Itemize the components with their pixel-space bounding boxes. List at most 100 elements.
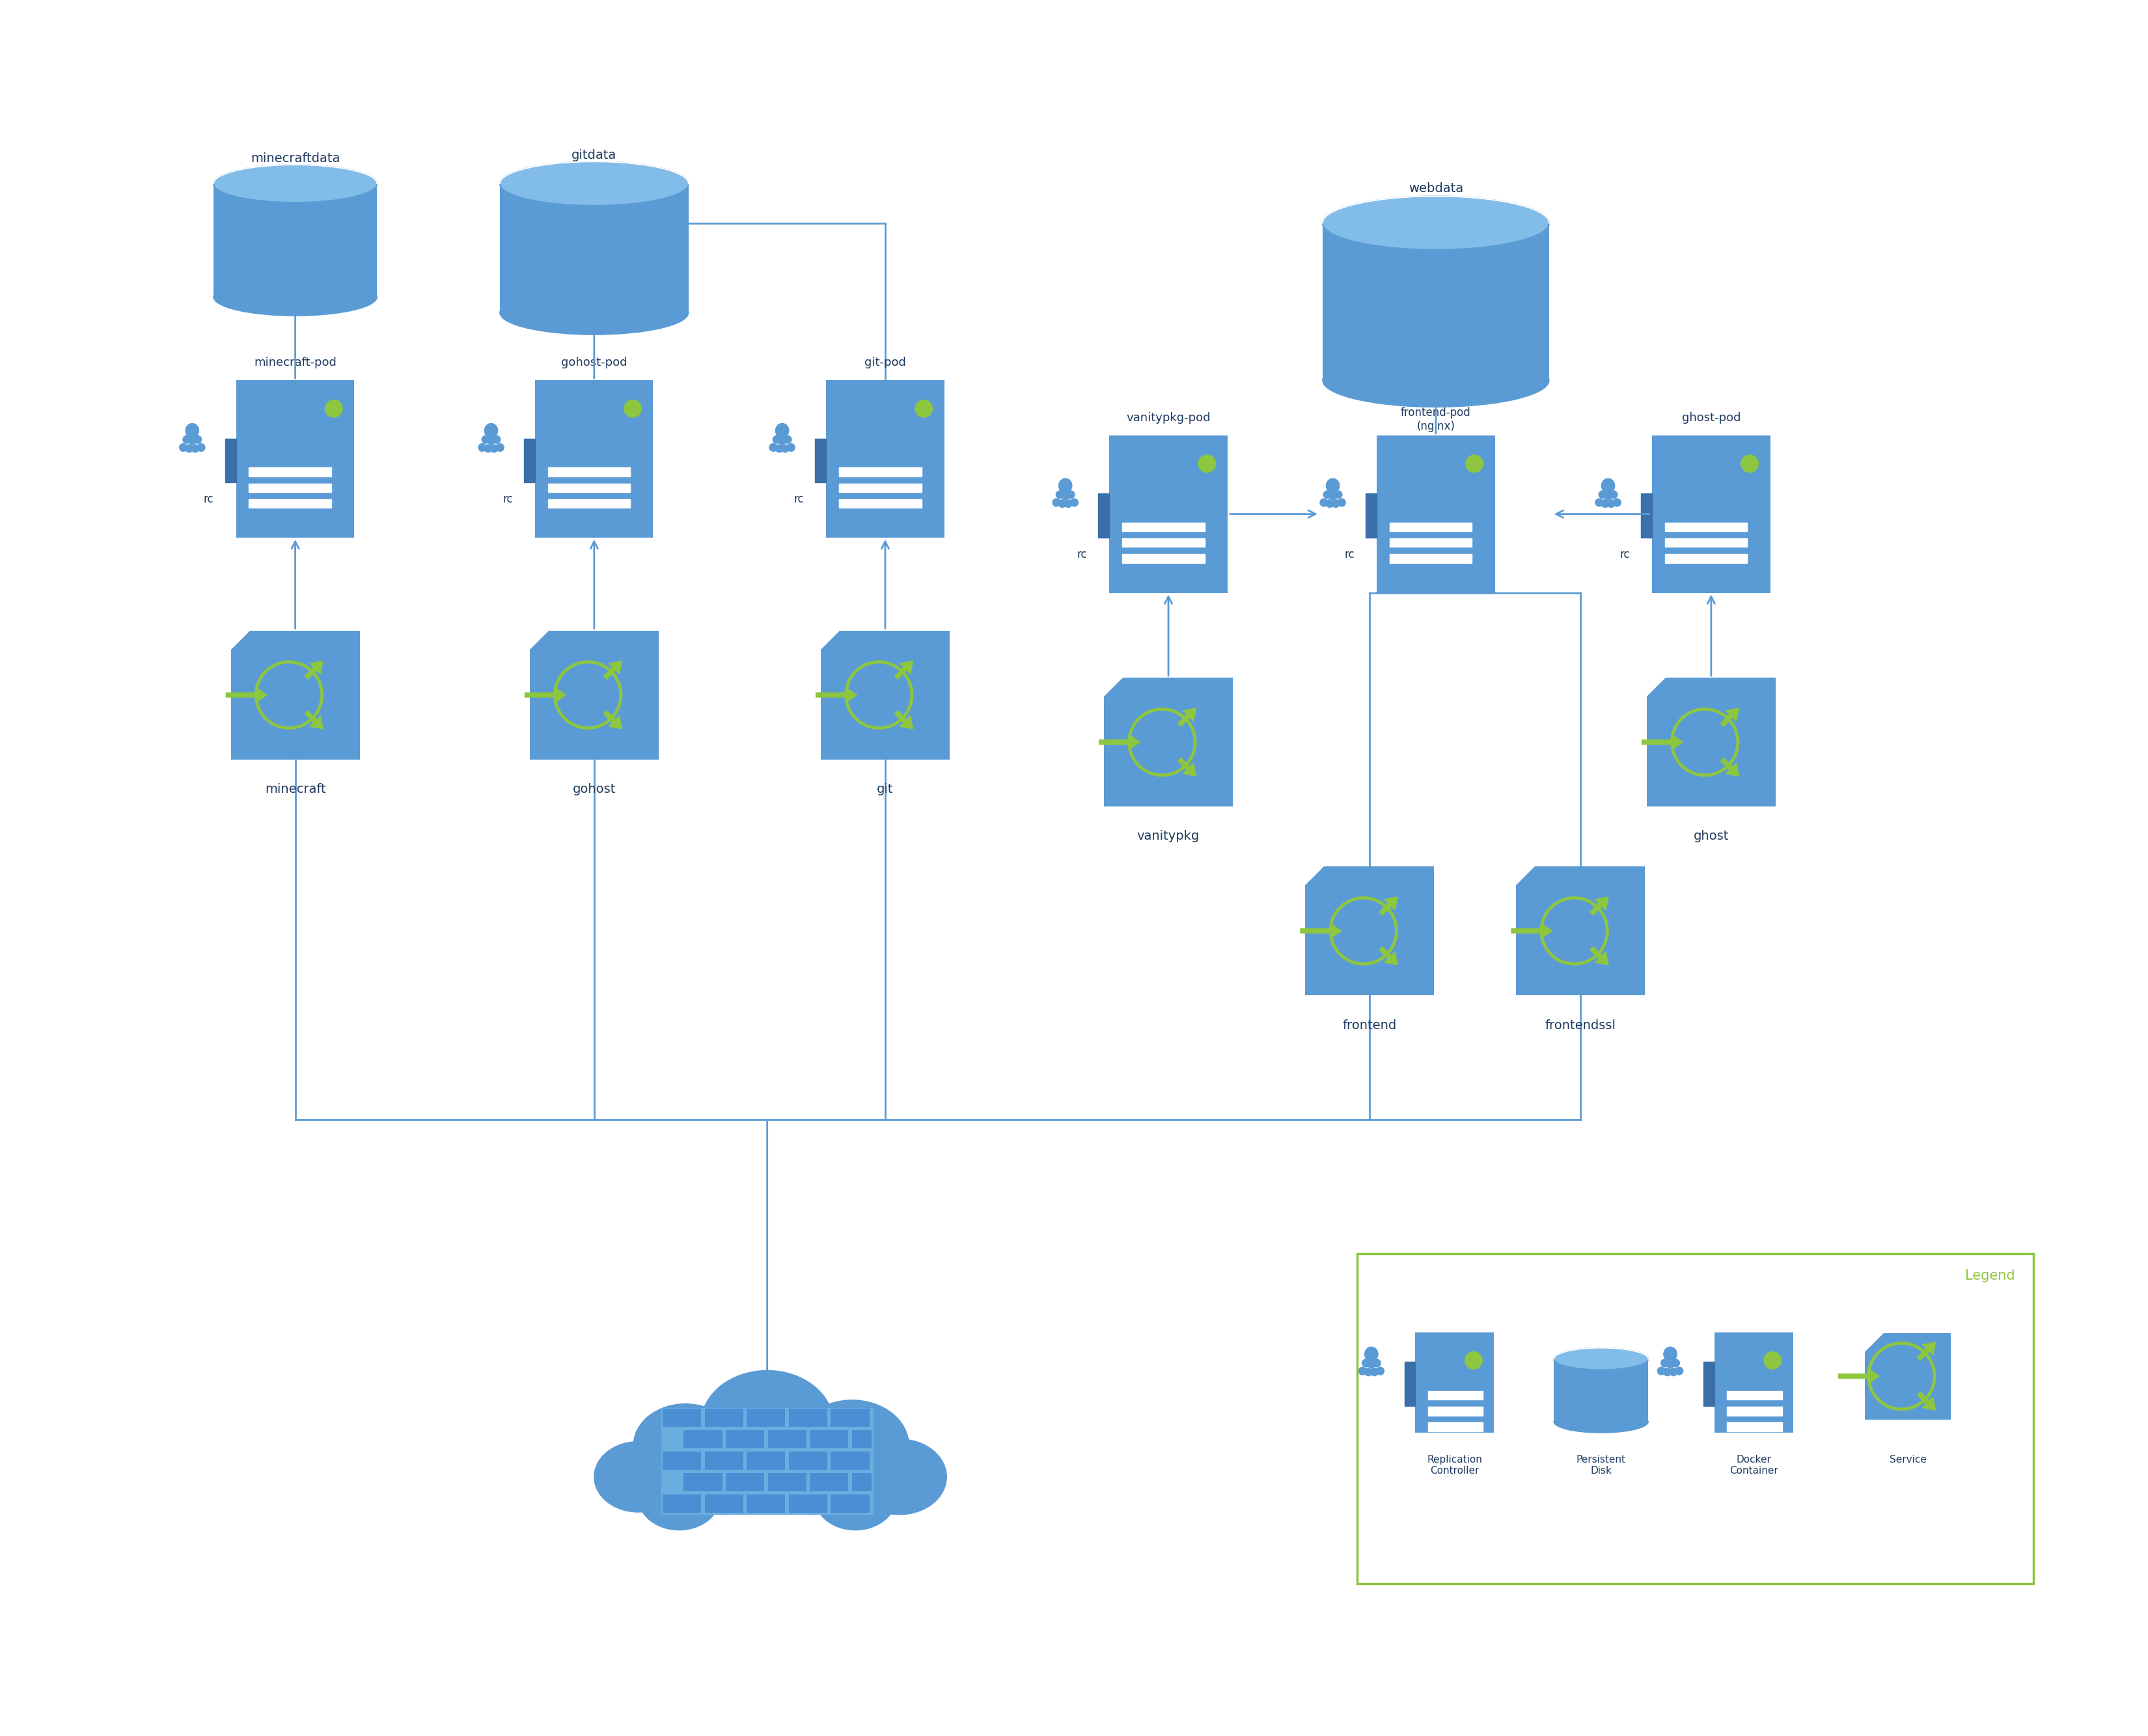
Ellipse shape — [1068, 491, 1074, 498]
Ellipse shape — [1665, 1347, 1678, 1361]
Ellipse shape — [795, 1399, 909, 1491]
FancyArrow shape — [1379, 946, 1398, 965]
Ellipse shape — [500, 290, 690, 335]
Ellipse shape — [1613, 498, 1622, 507]
Text: rc: rc — [1345, 549, 1355, 561]
Bar — [788, 1451, 827, 1470]
Ellipse shape — [634, 1404, 737, 1488]
Ellipse shape — [1334, 491, 1342, 498]
Text: Docker
Container: Docker Container — [1729, 1455, 1779, 1476]
Bar — [1405, 1363, 1416, 1406]
Polygon shape — [213, 184, 378, 297]
Ellipse shape — [1057, 491, 1063, 498]
FancyArrow shape — [816, 687, 857, 703]
Ellipse shape — [775, 444, 784, 453]
Bar — [1727, 1406, 1783, 1415]
Ellipse shape — [185, 444, 193, 453]
Bar — [548, 467, 629, 476]
Polygon shape — [1864, 1333, 1950, 1420]
Ellipse shape — [1323, 354, 1549, 406]
Bar — [249, 467, 331, 476]
Ellipse shape — [500, 161, 690, 205]
Ellipse shape — [191, 444, 200, 453]
Ellipse shape — [1373, 1359, 1381, 1366]
Ellipse shape — [782, 444, 788, 453]
Ellipse shape — [1465, 1352, 1482, 1370]
Bar — [249, 498, 331, 507]
Polygon shape — [1553, 1359, 1648, 1422]
Text: minecraft: minecraft — [264, 783, 326, 795]
FancyArrow shape — [896, 710, 913, 729]
Bar — [1377, 436, 1495, 592]
Polygon shape — [500, 184, 690, 312]
Ellipse shape — [1323, 196, 1549, 250]
Ellipse shape — [488, 437, 494, 444]
Ellipse shape — [1600, 500, 1609, 507]
Text: frontend-pod
(nginx): frontend-pod (nginx) — [1400, 406, 1471, 432]
Text: git-pod: git-pod — [863, 356, 906, 368]
Ellipse shape — [1764, 1352, 1781, 1370]
Bar — [662, 1408, 874, 1514]
Ellipse shape — [1465, 455, 1482, 472]
Polygon shape — [1306, 866, 1435, 995]
Bar — [831, 1408, 870, 1427]
Ellipse shape — [1742, 455, 1759, 472]
Ellipse shape — [1553, 1411, 1648, 1432]
Bar — [1121, 554, 1205, 562]
Ellipse shape — [490, 444, 498, 453]
Ellipse shape — [1667, 1361, 1673, 1368]
Text: vanitypkg-pod: vanitypkg-pod — [1126, 411, 1211, 424]
Bar — [1641, 493, 1652, 538]
Text: frontendssl: frontendssl — [1544, 1019, 1615, 1031]
Bar — [1098, 493, 1108, 538]
Ellipse shape — [185, 424, 200, 437]
Ellipse shape — [1368, 1361, 1375, 1368]
Bar — [1390, 554, 1471, 562]
Text: webdata: webdata — [1409, 182, 1463, 194]
Bar — [767, 1430, 806, 1448]
FancyArrow shape — [1379, 898, 1398, 915]
Ellipse shape — [773, 436, 780, 443]
Ellipse shape — [1553, 1347, 1648, 1370]
Bar — [788, 1408, 827, 1427]
FancyArrow shape — [305, 710, 322, 729]
Ellipse shape — [625, 399, 642, 417]
FancyArrow shape — [1721, 759, 1740, 776]
Ellipse shape — [915, 399, 932, 417]
Bar — [1703, 1363, 1714, 1406]
Text: rc: rc — [204, 493, 215, 505]
Bar — [1390, 523, 1471, 531]
Text: vanitypkg: vanitypkg — [1136, 830, 1201, 842]
Ellipse shape — [784, 436, 790, 443]
Text: minecraft-pod: minecraft-pod — [253, 356, 337, 368]
Ellipse shape — [814, 1465, 896, 1529]
FancyArrow shape — [1177, 759, 1196, 776]
Text: git: git — [876, 783, 894, 795]
Bar — [748, 1408, 786, 1427]
Bar — [840, 498, 921, 507]
Text: ghost: ghost — [1693, 830, 1729, 842]
Ellipse shape — [769, 444, 778, 451]
Bar — [816, 439, 827, 483]
Bar — [664, 1495, 700, 1512]
Ellipse shape — [1321, 498, 1327, 507]
Bar — [1416, 1332, 1495, 1432]
Polygon shape — [1516, 866, 1645, 995]
Ellipse shape — [1671, 1359, 1680, 1366]
Ellipse shape — [1059, 479, 1072, 493]
Bar — [1428, 1391, 1482, 1399]
Ellipse shape — [213, 278, 378, 316]
Polygon shape — [821, 630, 949, 759]
Text: Service: Service — [1890, 1455, 1927, 1465]
Ellipse shape — [1358, 1368, 1366, 1375]
FancyArrow shape — [1839, 1368, 1880, 1384]
Bar — [827, 380, 945, 538]
Ellipse shape — [1059, 500, 1065, 507]
Ellipse shape — [853, 1439, 947, 1514]
Ellipse shape — [483, 444, 492, 453]
Text: gohost-pod: gohost-pod — [561, 356, 627, 368]
Text: gohost: gohost — [574, 783, 616, 795]
Bar — [748, 1451, 786, 1470]
Bar — [1390, 538, 1471, 547]
Ellipse shape — [481, 436, 490, 443]
